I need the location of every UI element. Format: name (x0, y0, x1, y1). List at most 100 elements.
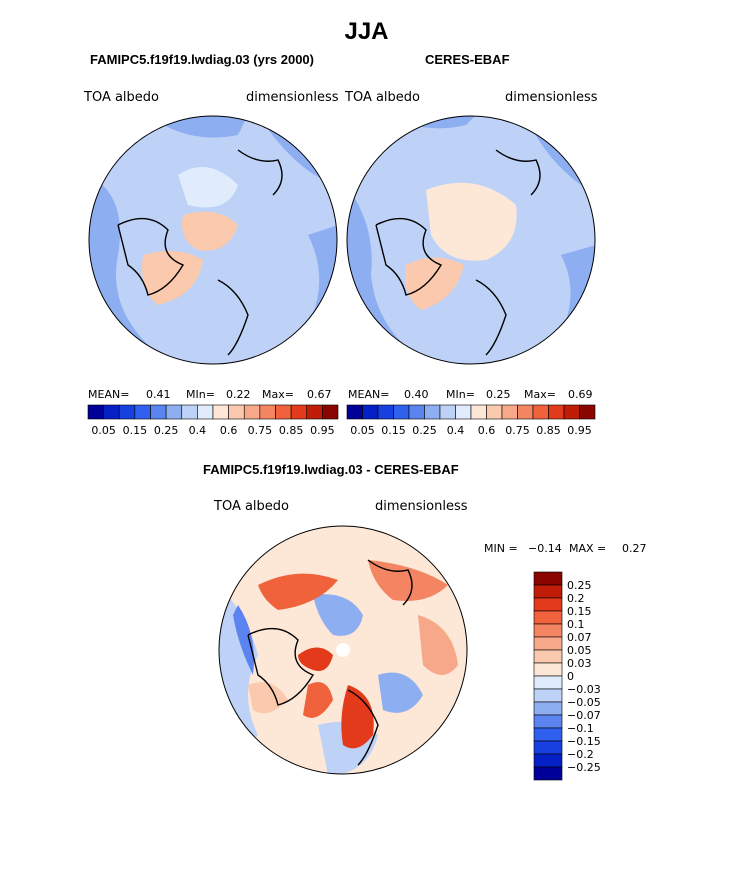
panel-2-min-label: MIn= (446, 388, 475, 401)
colorbar-swatch (118, 404, 136, 420)
colorbar-swatch (134, 404, 151, 420)
colorbar-tick-label: 0.6 (478, 424, 496, 437)
colorbar-swatch (439, 404, 456, 420)
colorbar-swatch (181, 404, 198, 420)
colorbar-swatch (393, 404, 410, 420)
colorbar-swatch (228, 404, 245, 420)
colorbar-tick-label: 0.95 (567, 424, 592, 437)
panel-1-map-border (88, 115, 338, 365)
colorbar-swatch (533, 675, 563, 690)
colorbar-swatch (533, 753, 563, 768)
panel-3-positive-region (341, 685, 374, 749)
panel-3-min-value: −0.14 (528, 542, 562, 555)
panel-1-mean-label: MEAN= (88, 388, 130, 401)
colorbar-level-label: 0.05 (567, 644, 592, 657)
colorbar-tick-label: 0.85 (536, 424, 561, 437)
panel-3-positive-region (298, 647, 333, 671)
colorbar-level-label: 0.2 (567, 592, 585, 605)
colorbar-swatch (533, 701, 563, 716)
colorbar-level-label: −0.25 (567, 761, 601, 774)
colorbar-swatch (243, 404, 261, 420)
panel-3-positive-region (303, 682, 333, 718)
panel-3-negative-region (233, 605, 254, 675)
panel-3-left-label: TOA albedo (214, 499, 290, 514)
colorbar-swatch (501, 404, 518, 420)
colorbar-swatch (533, 649, 563, 664)
colorbar-swatch (533, 584, 563, 599)
panel-2-mean-label: MEAN= (348, 388, 390, 401)
colorbar-swatch (533, 688, 563, 703)
panel-2-mean-value: 0.40 (404, 388, 429, 401)
colorbar-level-label: −0.07 (567, 709, 601, 722)
colorbar-level-label: −0.05 (567, 696, 601, 709)
colorbar-swatch (455, 404, 472, 420)
colorbar-level-label: 0.1 (567, 618, 585, 631)
panel-1-colorbar: 0.05 0.15 0.25 0.4 0.6 0.75 0.85 0.95 (87, 404, 339, 437)
panel-3-right-label: dimensionless (375, 499, 468, 514)
colorbar-swatch (165, 404, 183, 420)
colorbar-level-label: 0.07 (567, 631, 592, 644)
colorbar-swatch (197, 404, 214, 420)
colorbar-swatch (548, 404, 565, 420)
panel-3-colorbar: 0.250.20.150.10.070.050.030−0.03−0.05−0.… (533, 571, 601, 781)
panel-2-title: CERES-EBAF (425, 52, 510, 67)
colorbar-tick-label: 0.85 (279, 424, 304, 437)
colorbar-swatch (259, 404, 276, 420)
colorbar-tick-label: 0.05 (350, 424, 375, 437)
panel-1-map (88, 115, 338, 365)
colorbar-swatch (533, 610, 563, 625)
colorbar-level-label: −0.03 (567, 683, 601, 696)
colorbar-swatch (533, 571, 563, 586)
panel-3-positive-region (258, 573, 338, 610)
colorbar-tick-label: 0.4 (189, 424, 207, 437)
colorbar-swatch (533, 597, 563, 612)
panel-1-min-value: 0.22 (226, 388, 251, 401)
panel-1-left-label: TOA albedo (84, 90, 160, 105)
panel-3-negative-region (313, 594, 363, 636)
colorbar-swatch (533, 740, 563, 755)
colorbar-tick-label: 0.25 (154, 424, 179, 437)
panel-2-colorbar: 0.05 0.15 0.25 0.4 0.6 0.75 0.85 0.95 (346, 404, 596, 437)
panel-1-mid-albedo-region (178, 167, 238, 208)
colorbar-swatch (532, 404, 549, 420)
colorbar-tick-label: 0.15 (381, 424, 406, 437)
panel-2-min-value: 0.25 (486, 388, 511, 401)
colorbar-tick-label: 0.95 (310, 424, 335, 437)
colorbar-swatch (377, 404, 394, 420)
colorbar-swatch (486, 404, 503, 420)
colorbar-swatch (103, 404, 120, 420)
colorbar-tick-label: 0.05 (91, 424, 116, 437)
panel-1-max-label: Max= (262, 388, 294, 401)
colorbar-swatch (212, 404, 229, 420)
colorbar-swatch (322, 404, 339, 420)
panel-1-max-value: 0.67 (307, 388, 332, 401)
panel-1-mean-value: 0.41 (146, 388, 171, 401)
colorbar-swatch (533, 662, 563, 677)
panel-1-high-albedo-region (182, 211, 238, 251)
panel-2-left-label: TOA albedo (345, 90, 421, 105)
colorbar-swatch (346, 404, 363, 420)
panel-3-map (218, 525, 468, 775)
panel-3-coastline (247, 559, 413, 766)
panel-3-max-label: MAX = (569, 542, 607, 555)
colorbar-swatch (579, 404, 596, 420)
colorbar-tick-label: 0.75 (505, 424, 530, 437)
colorbar-tick-label: 0.15 (123, 424, 148, 437)
colorbar-swatch (424, 404, 441, 420)
panel-2-max-label: Max= (524, 388, 556, 401)
colorbar-level-label: 0 (567, 670, 574, 683)
panel-2-map (346, 115, 596, 365)
colorbar-swatch (408, 404, 425, 420)
colorbar-swatch (563, 404, 580, 420)
colorbar-swatch (275, 404, 292, 420)
colorbar-swatch (290, 404, 308, 420)
panel-3-map-border (218, 525, 468, 775)
colorbar-tick-label: 0.6 (220, 424, 238, 437)
colorbar-level-label: −0.1 (567, 722, 594, 735)
colorbar-level-label: −0.15 (567, 735, 601, 748)
colorbar-level-label: 0.25 (567, 579, 592, 592)
panel-2-max-value: 0.69 (568, 388, 593, 401)
colorbar-swatch (150, 404, 167, 420)
panel-2-right-label: dimensionless (505, 90, 598, 105)
colorbar-swatch (517, 404, 534, 420)
